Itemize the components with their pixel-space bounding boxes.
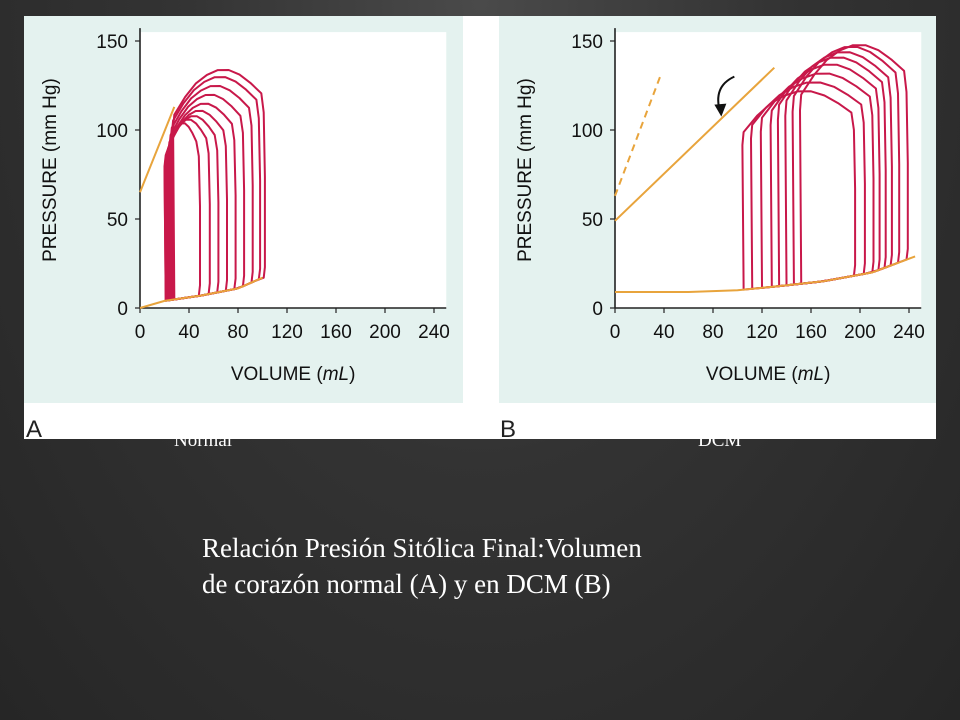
x-axis-label: VOLUME (mL) (706, 364, 831, 385)
panel-b-subtitle: DCM (698, 430, 742, 451)
edpvr-line (139, 276, 263, 309)
x-tick-label: 120 (746, 322, 778, 343)
x-axis-label: VOLUME (mL) (231, 364, 356, 385)
x-tick-label: 80 (227, 322, 248, 343)
slide-caption: Relación Presión Sitólica Final:Volumen … (202, 530, 822, 602)
panel-b-chart: 0 40 80 120 160 200 240 0 50 100 150 VOLUME (mL) PRE… (499, 16, 936, 439)
x-tick-label: 0 (135, 322, 146, 343)
y-tick-label: 50 (582, 210, 603, 231)
edpvr-line (615, 255, 916, 293)
y-tick-label: 0 (117, 299, 128, 320)
y-tick-label: 100 (96, 121, 128, 142)
panel-letter: A (26, 416, 42, 439)
x-tick-label: 40 (178, 322, 199, 343)
plot-area (615, 32, 922, 308)
y-tick-label: 0 (592, 299, 603, 320)
x-tick-label: 240 (418, 322, 450, 343)
x-tick-label: 120 (271, 322, 303, 343)
figure-panel: 0 40 80 120 160 200 240 0 50 100 150 VOLUME (mL) PRE… (24, 16, 936, 439)
x-tick-label: 200 (844, 322, 876, 343)
x-tick-label: 200 (369, 322, 401, 343)
y-tick-label: 50 (107, 210, 128, 231)
x-tick-label: 40 (653, 322, 674, 343)
x-tick-label: 160 (320, 322, 352, 343)
panel-letter: B (500, 416, 516, 439)
x-tick-label: 160 (795, 322, 827, 343)
y-tick-label: 150 (571, 32, 603, 53)
caption-line-1: Relación Presión Sitólica Final:Volumen (202, 533, 642, 563)
y-axis-label: PRESSURE (mm Hg) (40, 78, 61, 262)
y-tick-label: 150 (96, 32, 128, 53)
pv-charts: 0 40 80 120 160 200 240 0 50 100 150 VOLUME (mL) PRE… (24, 16, 936, 439)
normal-espvr-reference-line (614, 72, 663, 197)
arrow-head-icon (714, 103, 727, 117)
x-tick-label: 240 (893, 322, 925, 343)
panel-a-chart: 0 40 80 120 160 200 240 0 50 100 150 VOLUME (mL) PRE… (24, 16, 463, 439)
panel-a-subtitle: Normal (174, 430, 233, 451)
espvr-line (614, 66, 775, 222)
y-axis-label: PRESSURE (mm Hg) (515, 78, 536, 262)
espvr-line (139, 106, 176, 193)
y-tick-label: 100 (571, 121, 603, 142)
x-tick-label: 0 (610, 322, 621, 343)
x-tick-label: 80 (702, 322, 723, 343)
plot-area (140, 32, 447, 308)
caption-line-2: de corazón normal (A) y en DCM (B) (202, 569, 611, 599)
